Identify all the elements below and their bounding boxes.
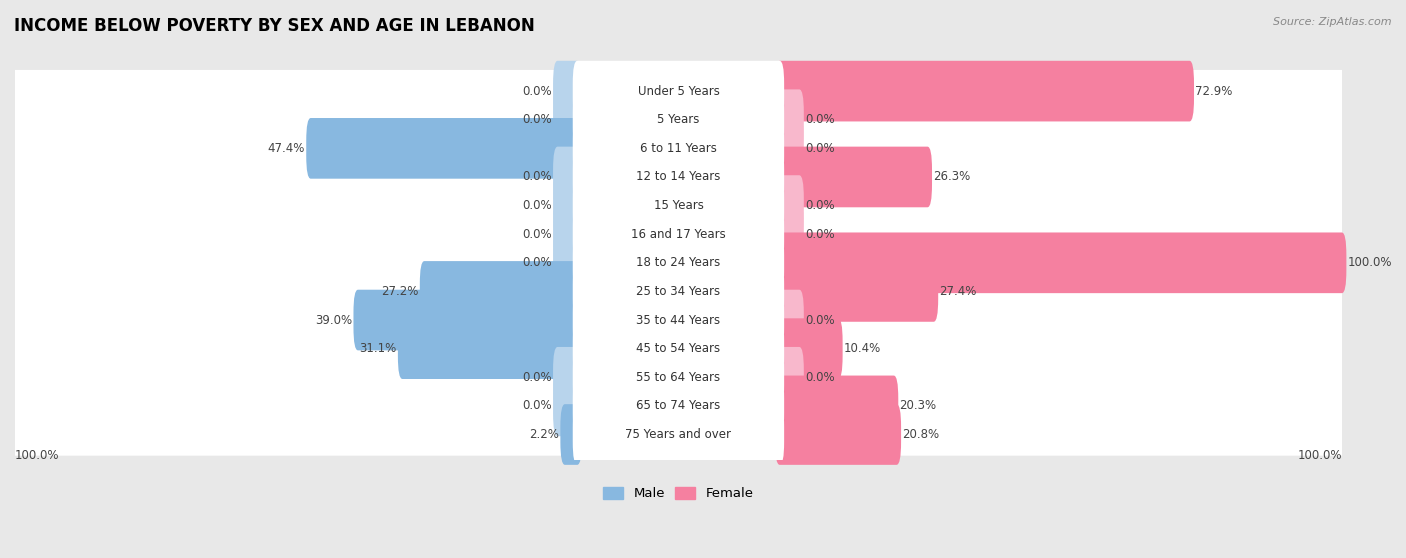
FancyBboxPatch shape <box>572 147 785 208</box>
Text: 0.0%: 0.0% <box>522 400 553 412</box>
FancyBboxPatch shape <box>553 376 582 436</box>
Text: 26.3%: 26.3% <box>934 170 970 184</box>
Text: 65 to 74 Years: 65 to 74 Years <box>637 400 720 412</box>
Text: 0.0%: 0.0% <box>522 199 553 212</box>
FancyBboxPatch shape <box>7 270 1350 312</box>
FancyBboxPatch shape <box>420 261 582 322</box>
FancyBboxPatch shape <box>775 233 1347 293</box>
FancyBboxPatch shape <box>572 204 785 264</box>
Text: 0.0%: 0.0% <box>522 256 553 270</box>
FancyBboxPatch shape <box>7 356 1350 398</box>
Text: 72.9%: 72.9% <box>1195 85 1233 98</box>
FancyBboxPatch shape <box>572 347 785 407</box>
FancyBboxPatch shape <box>572 376 785 436</box>
Text: 20.3%: 20.3% <box>900 400 936 412</box>
FancyBboxPatch shape <box>7 299 1350 341</box>
FancyBboxPatch shape <box>572 261 785 322</box>
Text: 0.0%: 0.0% <box>806 371 835 384</box>
Text: 55 to 64 Years: 55 to 64 Years <box>637 371 720 384</box>
FancyBboxPatch shape <box>7 184 1350 227</box>
FancyBboxPatch shape <box>553 233 582 293</box>
FancyBboxPatch shape <box>775 347 804 407</box>
FancyBboxPatch shape <box>307 118 582 179</box>
FancyBboxPatch shape <box>561 404 582 465</box>
FancyBboxPatch shape <box>572 318 785 379</box>
Text: 27.4%: 27.4% <box>939 285 977 298</box>
FancyBboxPatch shape <box>7 328 1350 370</box>
Text: 0.0%: 0.0% <box>522 113 553 126</box>
FancyBboxPatch shape <box>775 204 804 264</box>
FancyBboxPatch shape <box>775 318 842 379</box>
FancyBboxPatch shape <box>553 147 582 208</box>
Text: 0.0%: 0.0% <box>522 85 553 98</box>
FancyBboxPatch shape <box>398 318 582 379</box>
FancyBboxPatch shape <box>7 413 1350 456</box>
Text: 0.0%: 0.0% <box>806 142 835 155</box>
FancyBboxPatch shape <box>7 127 1350 170</box>
FancyBboxPatch shape <box>572 233 785 293</box>
Text: 75 Years and over: 75 Years and over <box>626 428 731 441</box>
Text: Source: ZipAtlas.com: Source: ZipAtlas.com <box>1274 17 1392 27</box>
Text: 27.2%: 27.2% <box>381 285 419 298</box>
Text: 35 to 44 Years: 35 to 44 Years <box>637 314 720 326</box>
FancyBboxPatch shape <box>572 175 785 236</box>
FancyBboxPatch shape <box>7 156 1350 198</box>
FancyBboxPatch shape <box>775 118 804 179</box>
FancyBboxPatch shape <box>572 89 785 150</box>
Text: 0.0%: 0.0% <box>806 199 835 212</box>
FancyBboxPatch shape <box>553 175 582 236</box>
Text: 5 Years: 5 Years <box>657 113 700 126</box>
FancyBboxPatch shape <box>572 118 785 179</box>
FancyBboxPatch shape <box>353 290 582 350</box>
Text: 10.4%: 10.4% <box>844 342 882 355</box>
Text: 16 and 17 Years: 16 and 17 Years <box>631 228 725 240</box>
Text: 47.4%: 47.4% <box>267 142 305 155</box>
Legend: Male, Female: Male, Female <box>598 482 759 506</box>
Text: 100.0%: 100.0% <box>1347 256 1392 270</box>
FancyBboxPatch shape <box>7 384 1350 427</box>
Text: 39.0%: 39.0% <box>315 314 353 326</box>
FancyBboxPatch shape <box>775 175 804 236</box>
FancyBboxPatch shape <box>553 204 582 264</box>
FancyBboxPatch shape <box>7 213 1350 256</box>
FancyBboxPatch shape <box>553 347 582 407</box>
FancyBboxPatch shape <box>7 242 1350 284</box>
Text: 25 to 34 Years: 25 to 34 Years <box>637 285 720 298</box>
Text: 20.8%: 20.8% <box>903 428 939 441</box>
Text: 100.0%: 100.0% <box>1298 449 1341 461</box>
Text: Under 5 Years: Under 5 Years <box>637 85 720 98</box>
Text: 0.0%: 0.0% <box>522 228 553 240</box>
Text: 12 to 14 Years: 12 to 14 Years <box>637 170 721 184</box>
Text: 100.0%: 100.0% <box>15 449 59 461</box>
Text: 0.0%: 0.0% <box>806 314 835 326</box>
FancyBboxPatch shape <box>553 61 582 122</box>
Text: INCOME BELOW POVERTY BY SEX AND AGE IN LEBANON: INCOME BELOW POVERTY BY SEX AND AGE IN L… <box>14 17 534 35</box>
FancyBboxPatch shape <box>775 89 804 150</box>
FancyBboxPatch shape <box>7 99 1350 141</box>
FancyBboxPatch shape <box>775 261 938 322</box>
FancyBboxPatch shape <box>775 376 898 436</box>
FancyBboxPatch shape <box>775 61 1194 122</box>
FancyBboxPatch shape <box>775 404 901 465</box>
Text: 45 to 54 Years: 45 to 54 Years <box>637 342 720 355</box>
Text: 6 to 11 Years: 6 to 11 Years <box>640 142 717 155</box>
Text: 2.2%: 2.2% <box>530 428 560 441</box>
Text: 0.0%: 0.0% <box>522 170 553 184</box>
Text: 18 to 24 Years: 18 to 24 Years <box>637 256 720 270</box>
FancyBboxPatch shape <box>572 404 785 465</box>
FancyBboxPatch shape <box>572 61 785 122</box>
FancyBboxPatch shape <box>775 290 804 350</box>
FancyBboxPatch shape <box>572 290 785 350</box>
Text: 15 Years: 15 Years <box>654 199 703 212</box>
FancyBboxPatch shape <box>553 89 582 150</box>
Text: 0.0%: 0.0% <box>806 113 835 126</box>
Text: 31.1%: 31.1% <box>360 342 396 355</box>
Text: 0.0%: 0.0% <box>522 371 553 384</box>
FancyBboxPatch shape <box>775 147 932 208</box>
FancyBboxPatch shape <box>7 70 1350 112</box>
Text: 0.0%: 0.0% <box>806 228 835 240</box>
